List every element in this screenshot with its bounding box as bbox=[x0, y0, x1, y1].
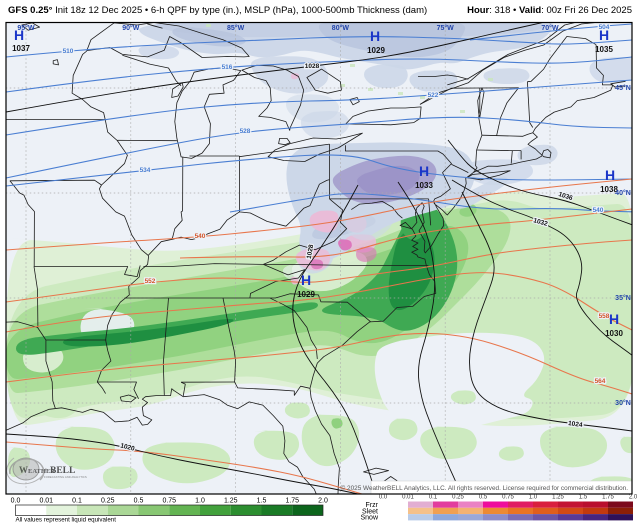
svg-text:H: H bbox=[605, 167, 615, 183]
svg-text:EATHER: EATHER bbox=[28, 468, 55, 475]
svg-text:95°W: 95°W bbox=[17, 24, 35, 32]
svg-text:FORECASTING AND ANALYTICS: FORECASTING AND ANALYTICS bbox=[44, 475, 87, 479]
svg-text:0.0: 0.0 bbox=[379, 495, 388, 501]
svg-text:1028: 1028 bbox=[305, 63, 320, 70]
svg-text:70°W: 70°W bbox=[541, 24, 559, 32]
svg-text:1028: 1028 bbox=[306, 244, 315, 260]
svg-text:H: H bbox=[419, 163, 429, 179]
svg-text:0.1: 0.1 bbox=[72, 498, 82, 505]
svg-text:552: 552 bbox=[145, 278, 156, 285]
svg-text:0.75: 0.75 bbox=[502, 495, 514, 501]
svg-text:0.75: 0.75 bbox=[162, 498, 176, 505]
svg-text:534: 534 bbox=[140, 167, 151, 174]
svg-text:1035: 1035 bbox=[595, 45, 613, 54]
svg-text:522: 522 bbox=[428, 92, 439, 99]
svg-text:1029: 1029 bbox=[297, 290, 315, 299]
svg-text:All values represent liquid eq: All values represent liquid equivalent bbox=[16, 517, 117, 524]
svg-text:2.0: 2.0 bbox=[629, 495, 638, 501]
svg-text:528: 528 bbox=[240, 128, 251, 135]
svg-text:90°W: 90°W bbox=[122, 24, 140, 32]
svg-text:0.25: 0.25 bbox=[101, 498, 115, 505]
svg-text:Snow: Snow bbox=[360, 515, 378, 522]
svg-text:1.75: 1.75 bbox=[285, 498, 299, 505]
svg-text:0.1: 0.1 bbox=[429, 495, 438, 501]
svg-text:1.25: 1.25 bbox=[224, 498, 238, 505]
svg-text:564: 564 bbox=[595, 378, 606, 385]
svg-text:H: H bbox=[14, 27, 24, 43]
svg-text:H: H bbox=[301, 272, 311, 288]
svg-text:1.0: 1.0 bbox=[195, 498, 205, 505]
svg-text:W: W bbox=[19, 465, 28, 475]
svg-text:1.5: 1.5 bbox=[579, 495, 588, 501]
svg-text:0.25: 0.25 bbox=[452, 495, 464, 501]
svg-text:2.0: 2.0 bbox=[318, 498, 328, 505]
svg-text:Frzr: Frzr bbox=[366, 502, 379, 509]
svg-text:1.25: 1.25 bbox=[552, 495, 564, 501]
svg-text:H: H bbox=[599, 27, 609, 43]
svg-text:BELL: BELL bbox=[50, 466, 75, 476]
svg-text:510: 510 bbox=[63, 48, 74, 55]
svg-text:1.0: 1.0 bbox=[529, 495, 538, 501]
svg-text:1024: 1024 bbox=[568, 420, 584, 429]
svg-text:0.0: 0.0 bbox=[11, 498, 21, 505]
svg-text:45°N: 45°N bbox=[615, 84, 631, 92]
svg-text:516: 516 bbox=[222, 64, 233, 71]
svg-text:1037: 1037 bbox=[12, 44, 30, 53]
svg-text:0.5: 0.5 bbox=[479, 495, 488, 501]
svg-text:504: 504 bbox=[599, 24, 610, 31]
svg-text:GFS 0.25° Init 18z 12 Dec 2025: GFS 0.25° Init 18z 12 Dec 2025 • 6-h QPF… bbox=[8, 5, 427, 16]
svg-text:540: 540 bbox=[593, 207, 604, 214]
svg-text:35°N: 35°N bbox=[615, 294, 631, 302]
svg-text:30°N: 30°N bbox=[615, 399, 631, 407]
svg-text:0.01: 0.01 bbox=[402, 495, 414, 501]
svg-text:1033: 1033 bbox=[415, 181, 433, 190]
svg-text:540: 540 bbox=[195, 233, 206, 240]
svg-text:H: H bbox=[370, 28, 380, 44]
svg-text:1029: 1029 bbox=[367, 46, 385, 55]
svg-text:Hour: 318 • Valid: 00z Fri 26: Hour: 318 • Valid: 00z Fri 26 Dec 2025 bbox=[467, 5, 632, 16]
svg-text:80°W: 80°W bbox=[332, 24, 350, 32]
svg-text:0.01: 0.01 bbox=[39, 498, 53, 505]
svg-text:1038: 1038 bbox=[600, 185, 618, 194]
svg-text:1.75: 1.75 bbox=[602, 495, 614, 501]
svg-text:1030: 1030 bbox=[605, 329, 623, 338]
svg-text:Sleet: Sleet bbox=[362, 508, 378, 515]
svg-text:85°W: 85°W bbox=[227, 24, 245, 32]
svg-text:40°N: 40°N bbox=[615, 189, 631, 197]
svg-text:558: 558 bbox=[599, 313, 610, 320]
svg-text:1.5: 1.5 bbox=[257, 498, 267, 505]
svg-text:75°W: 75°W bbox=[437, 24, 455, 32]
svg-text:© 2025 WeatherBELL Analytics,: © 2025 WeatherBELL Analytics, LLC. All r… bbox=[341, 484, 629, 492]
svg-text:H: H bbox=[609, 311, 619, 327]
svg-text:0.5: 0.5 bbox=[134, 498, 144, 505]
